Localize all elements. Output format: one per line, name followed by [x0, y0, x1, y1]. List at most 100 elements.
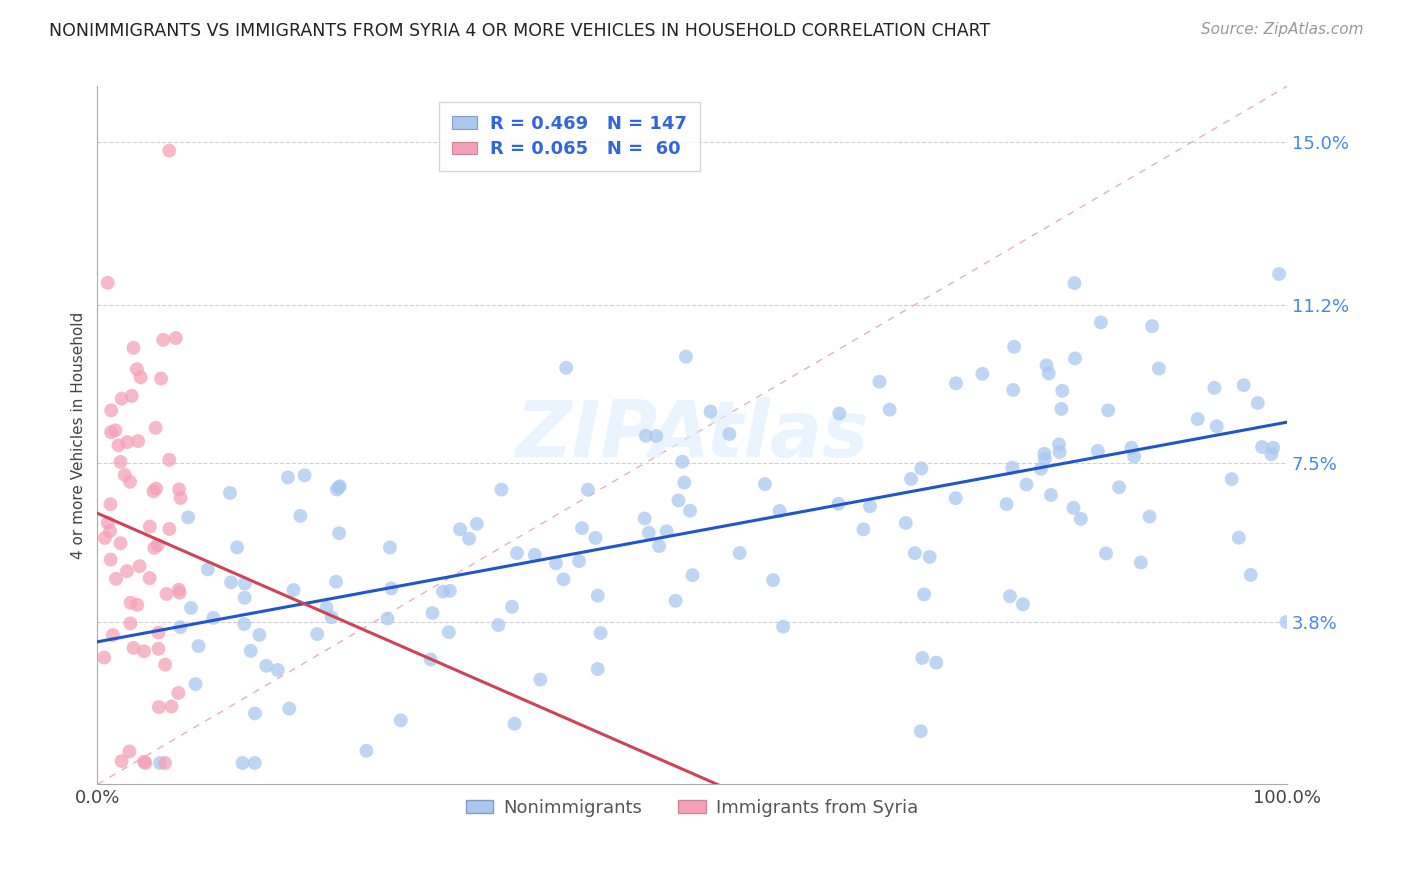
Point [117, 435, 139, 450]
Point [249, 628, 271, 642]
Point [1063, 276, 1085, 290]
Point [177, 510, 200, 524]
Point [122, 341, 145, 355]
Point [555, 360, 578, 375]
Point [153, 657, 176, 672]
Point [586, 662, 609, 676]
Point [149, 756, 172, 770]
Point [114, 467, 136, 482]
Point [772, 620, 794, 634]
Point [169, 585, 191, 599]
Point [104, 572, 127, 586]
Point [277, 470, 299, 484]
Point [356, 744, 378, 758]
Point [128, 559, 150, 574]
Point [648, 539, 671, 553]
Point [904, 546, 927, 560]
Point [682, 568, 704, 582]
Point [104, 423, 127, 437]
Point [671, 455, 693, 469]
Point [664, 594, 686, 608]
Point [243, 756, 266, 770]
Point [491, 483, 513, 497]
Point [290, 508, 312, 523]
Point [1268, 267, 1291, 281]
Point [148, 700, 170, 714]
Point [1240, 568, 1263, 582]
Point [449, 522, 471, 536]
Point [325, 574, 347, 589]
Point [762, 573, 785, 587]
Point [152, 333, 174, 347]
Point [1001, 460, 1024, 475]
Point [187, 639, 209, 653]
Point [100, 497, 122, 511]
Point [254, 658, 277, 673]
Point [165, 331, 187, 345]
Point [94, 531, 117, 545]
Point [1033, 452, 1056, 467]
Point [645, 429, 668, 443]
Point [544, 556, 567, 570]
Point [553, 572, 575, 586]
Point [910, 461, 932, 475]
Point [101, 628, 124, 642]
Point [239, 644, 262, 658]
Point [1251, 440, 1274, 454]
Point [910, 724, 932, 739]
Point [142, 484, 165, 499]
Point [243, 706, 266, 721]
Point [157, 522, 180, 536]
Point [1038, 367, 1060, 381]
Point [912, 587, 935, 601]
Point [294, 468, 316, 483]
Point [148, 625, 170, 640]
Point [1205, 419, 1227, 434]
Point [925, 656, 948, 670]
Point [523, 548, 546, 562]
Point [1063, 500, 1085, 515]
Point [995, 497, 1018, 511]
Point [1064, 351, 1087, 366]
Point [98, 524, 121, 538]
Point [157, 144, 180, 158]
Point [132, 644, 155, 658]
Point [506, 546, 529, 560]
Point [184, 677, 207, 691]
Point [945, 376, 967, 391]
Point [1123, 450, 1146, 464]
Point [219, 575, 242, 590]
Point [911, 651, 934, 665]
Point [828, 407, 851, 421]
Point [167, 582, 190, 597]
Point [486, 618, 509, 632]
Point [150, 371, 173, 385]
Point [127, 434, 149, 448]
Point [718, 427, 741, 442]
Point [328, 480, 350, 494]
Point [576, 483, 599, 497]
Point [97, 276, 120, 290]
Point [118, 744, 141, 758]
Point [1015, 477, 1038, 491]
Point [439, 583, 461, 598]
Point [283, 583, 305, 598]
Point [380, 582, 402, 596]
Point [879, 402, 901, 417]
Point [153, 756, 176, 770]
Point [1227, 531, 1250, 545]
Point [127, 598, 149, 612]
Point [1233, 378, 1256, 392]
Point [129, 370, 152, 384]
Point [1220, 472, 1243, 486]
Point [111, 392, 134, 406]
Point [169, 620, 191, 634]
Point [972, 367, 994, 381]
Point [120, 596, 142, 610]
Point [668, 493, 690, 508]
Point [377, 611, 399, 625]
Point [233, 591, 256, 605]
Point [226, 541, 249, 555]
Point [868, 375, 890, 389]
Point [998, 589, 1021, 603]
